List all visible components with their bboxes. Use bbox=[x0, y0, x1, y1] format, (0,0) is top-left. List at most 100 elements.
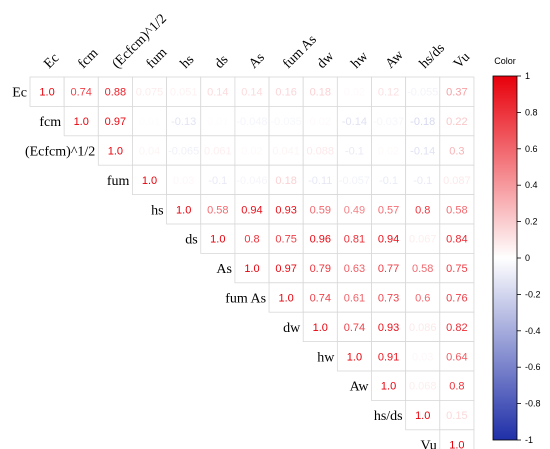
heatmap-cell bbox=[234, 106, 270, 137]
heatmap-cell bbox=[336, 106, 372, 137]
colorbar-title: Color bbox=[494, 56, 516, 66]
colorbar: Color 1 0.8 0.6 0.4 0.2 0 -0.2 -0.4 -0.6 -0.8 -1 bbox=[492, 56, 541, 445]
cell-value: 0.6 bbox=[415, 293, 430, 305]
heatmap-cell bbox=[405, 282, 441, 313]
heatmap-cell bbox=[336, 341, 372, 372]
cell-value: 0.58 bbox=[207, 204, 228, 216]
heatmap-cell bbox=[439, 341, 475, 372]
column-label: Ec bbox=[41, 51, 62, 72]
heatmap-cell bbox=[405, 194, 441, 225]
cell-value: 0.64 bbox=[446, 351, 467, 363]
heatmap-cell bbox=[63, 106, 99, 137]
colorbar-scale bbox=[492, 75, 518, 441]
colorbar-tick-label: -0.2 bbox=[525, 289, 541, 299]
cell-value: -0.1 bbox=[379, 175, 398, 187]
cell-value: 0.02 bbox=[310, 116, 331, 128]
row-label: hw bbox=[317, 350, 335, 365]
heatmap-cell bbox=[439, 194, 475, 225]
cell-value: 1.0 bbox=[244, 263, 259, 275]
cell-value: 0.94 bbox=[378, 234, 399, 246]
heatmap-cell bbox=[166, 106, 202, 137]
heatmap-cell bbox=[439, 252, 475, 284]
cell-value: -0.055 bbox=[407, 87, 438, 99]
heatmap-cell bbox=[268, 135, 304, 166]
colorbar-tick-label: -0.8 bbox=[525, 399, 541, 409]
heatmap-cell bbox=[234, 252, 270, 284]
cell-value: 0.74 bbox=[310, 293, 331, 305]
cell-value: 0.88 bbox=[105, 87, 126, 99]
row-label: (Ecfcm)^1/2 bbox=[25, 145, 95, 160]
cell-value: 0.84 bbox=[446, 234, 467, 246]
heatmap-cell bbox=[439, 429, 475, 449]
cell-value: 0.02 bbox=[378, 146, 399, 158]
row-label: fcm bbox=[39, 115, 61, 130]
cell-value: 1.0 bbox=[210, 234, 225, 246]
cell-value: 0.15 bbox=[446, 410, 467, 422]
heatmap-values: 1.0 0.74 0.88 0.075 0.051 0.14 0.14 0.16 0.18 0.0… bbox=[39, 87, 470, 449]
cell-value: 1.0 bbox=[39, 87, 54, 99]
cell-value: 0.91 bbox=[378, 351, 399, 363]
heatmap-cell bbox=[439, 399, 475, 431]
cell-value: 1.0 bbox=[313, 322, 328, 334]
heatmap-cell bbox=[200, 194, 236, 225]
row-label: Aw bbox=[350, 380, 370, 395]
cell-value: 0.96 bbox=[310, 234, 331, 246]
cell-value: 0.3 bbox=[449, 146, 464, 158]
row-label: Ec bbox=[12, 86, 27, 101]
column-label: fcm bbox=[75, 46, 101, 72]
heatmap-cell bbox=[371, 311, 407, 343]
heatmap-cell bbox=[405, 252, 441, 284]
cell-value: 0.79 bbox=[310, 263, 331, 275]
heatmap-cell bbox=[371, 223, 407, 254]
cell-value: 0.18 bbox=[275, 175, 296, 187]
cell-value: 0.02 bbox=[344, 87, 365, 99]
heatmap-cell bbox=[302, 311, 338, 343]
cell-value: 0.59 bbox=[310, 204, 331, 216]
heatmap-cell bbox=[200, 135, 236, 166]
cell-value: 0.77 bbox=[378, 263, 399, 275]
column-label: As bbox=[246, 50, 268, 72]
heatmap-cell bbox=[200, 106, 236, 137]
cell-value: -0.1 bbox=[345, 146, 364, 158]
cell-value: 0.02 bbox=[241, 146, 262, 158]
cell-value: 0.81 bbox=[344, 234, 365, 246]
heatmap-cell bbox=[200, 76, 236, 107]
cell-value: 0.58 bbox=[412, 263, 433, 275]
heatmap-cell bbox=[302, 194, 338, 225]
cell-value: 0.75 bbox=[275, 234, 296, 246]
heatmap-cell bbox=[268, 106, 304, 137]
cell-value: 0.18 bbox=[310, 87, 331, 99]
heatmap-cell bbox=[63, 76, 99, 107]
cell-value: 1.0 bbox=[415, 410, 430, 422]
cell-value: 0.8 bbox=[415, 204, 430, 216]
cell-value: 0.74 bbox=[71, 87, 92, 99]
cell-value: 1.0 bbox=[449, 440, 464, 449]
cell-value: -0.037 bbox=[373, 116, 404, 128]
heatmap-cell bbox=[234, 194, 270, 225]
column-label: Aw bbox=[383, 47, 408, 72]
heatmap-cell bbox=[302, 282, 338, 313]
cell-value: -0.035 bbox=[271, 116, 302, 128]
heatmap-cell bbox=[439, 135, 475, 166]
cell-value: 0.01 bbox=[207, 116, 228, 128]
heatmap-cell bbox=[371, 106, 407, 137]
colorbar-tick-label: 0.2 bbox=[525, 217, 538, 227]
heatmap-cell bbox=[302, 164, 338, 195]
colorbar-tick-label: -0.4 bbox=[525, 326, 541, 336]
cell-value: 0.49 bbox=[344, 204, 365, 216]
cell-value: 0.93 bbox=[378, 322, 399, 334]
colorbar-tick-label: -1 bbox=[525, 435, 533, 445]
cell-value: 1.0 bbox=[108, 146, 123, 158]
cell-value: 1.0 bbox=[74, 116, 89, 128]
heatmap-cell bbox=[200, 223, 236, 254]
heatmap-cell bbox=[336, 252, 372, 284]
cell-value: 0.57 bbox=[378, 204, 399, 216]
cell-value: 0.14 bbox=[207, 87, 228, 99]
cell-value: 0.12 bbox=[378, 87, 399, 99]
cell-value: -0.1 bbox=[208, 175, 227, 187]
heatmap-cell bbox=[405, 76, 441, 107]
cell-value: 0.14 bbox=[241, 87, 262, 99]
row-label: ds bbox=[185, 233, 197, 248]
cell-value: 1.0 bbox=[142, 175, 157, 187]
